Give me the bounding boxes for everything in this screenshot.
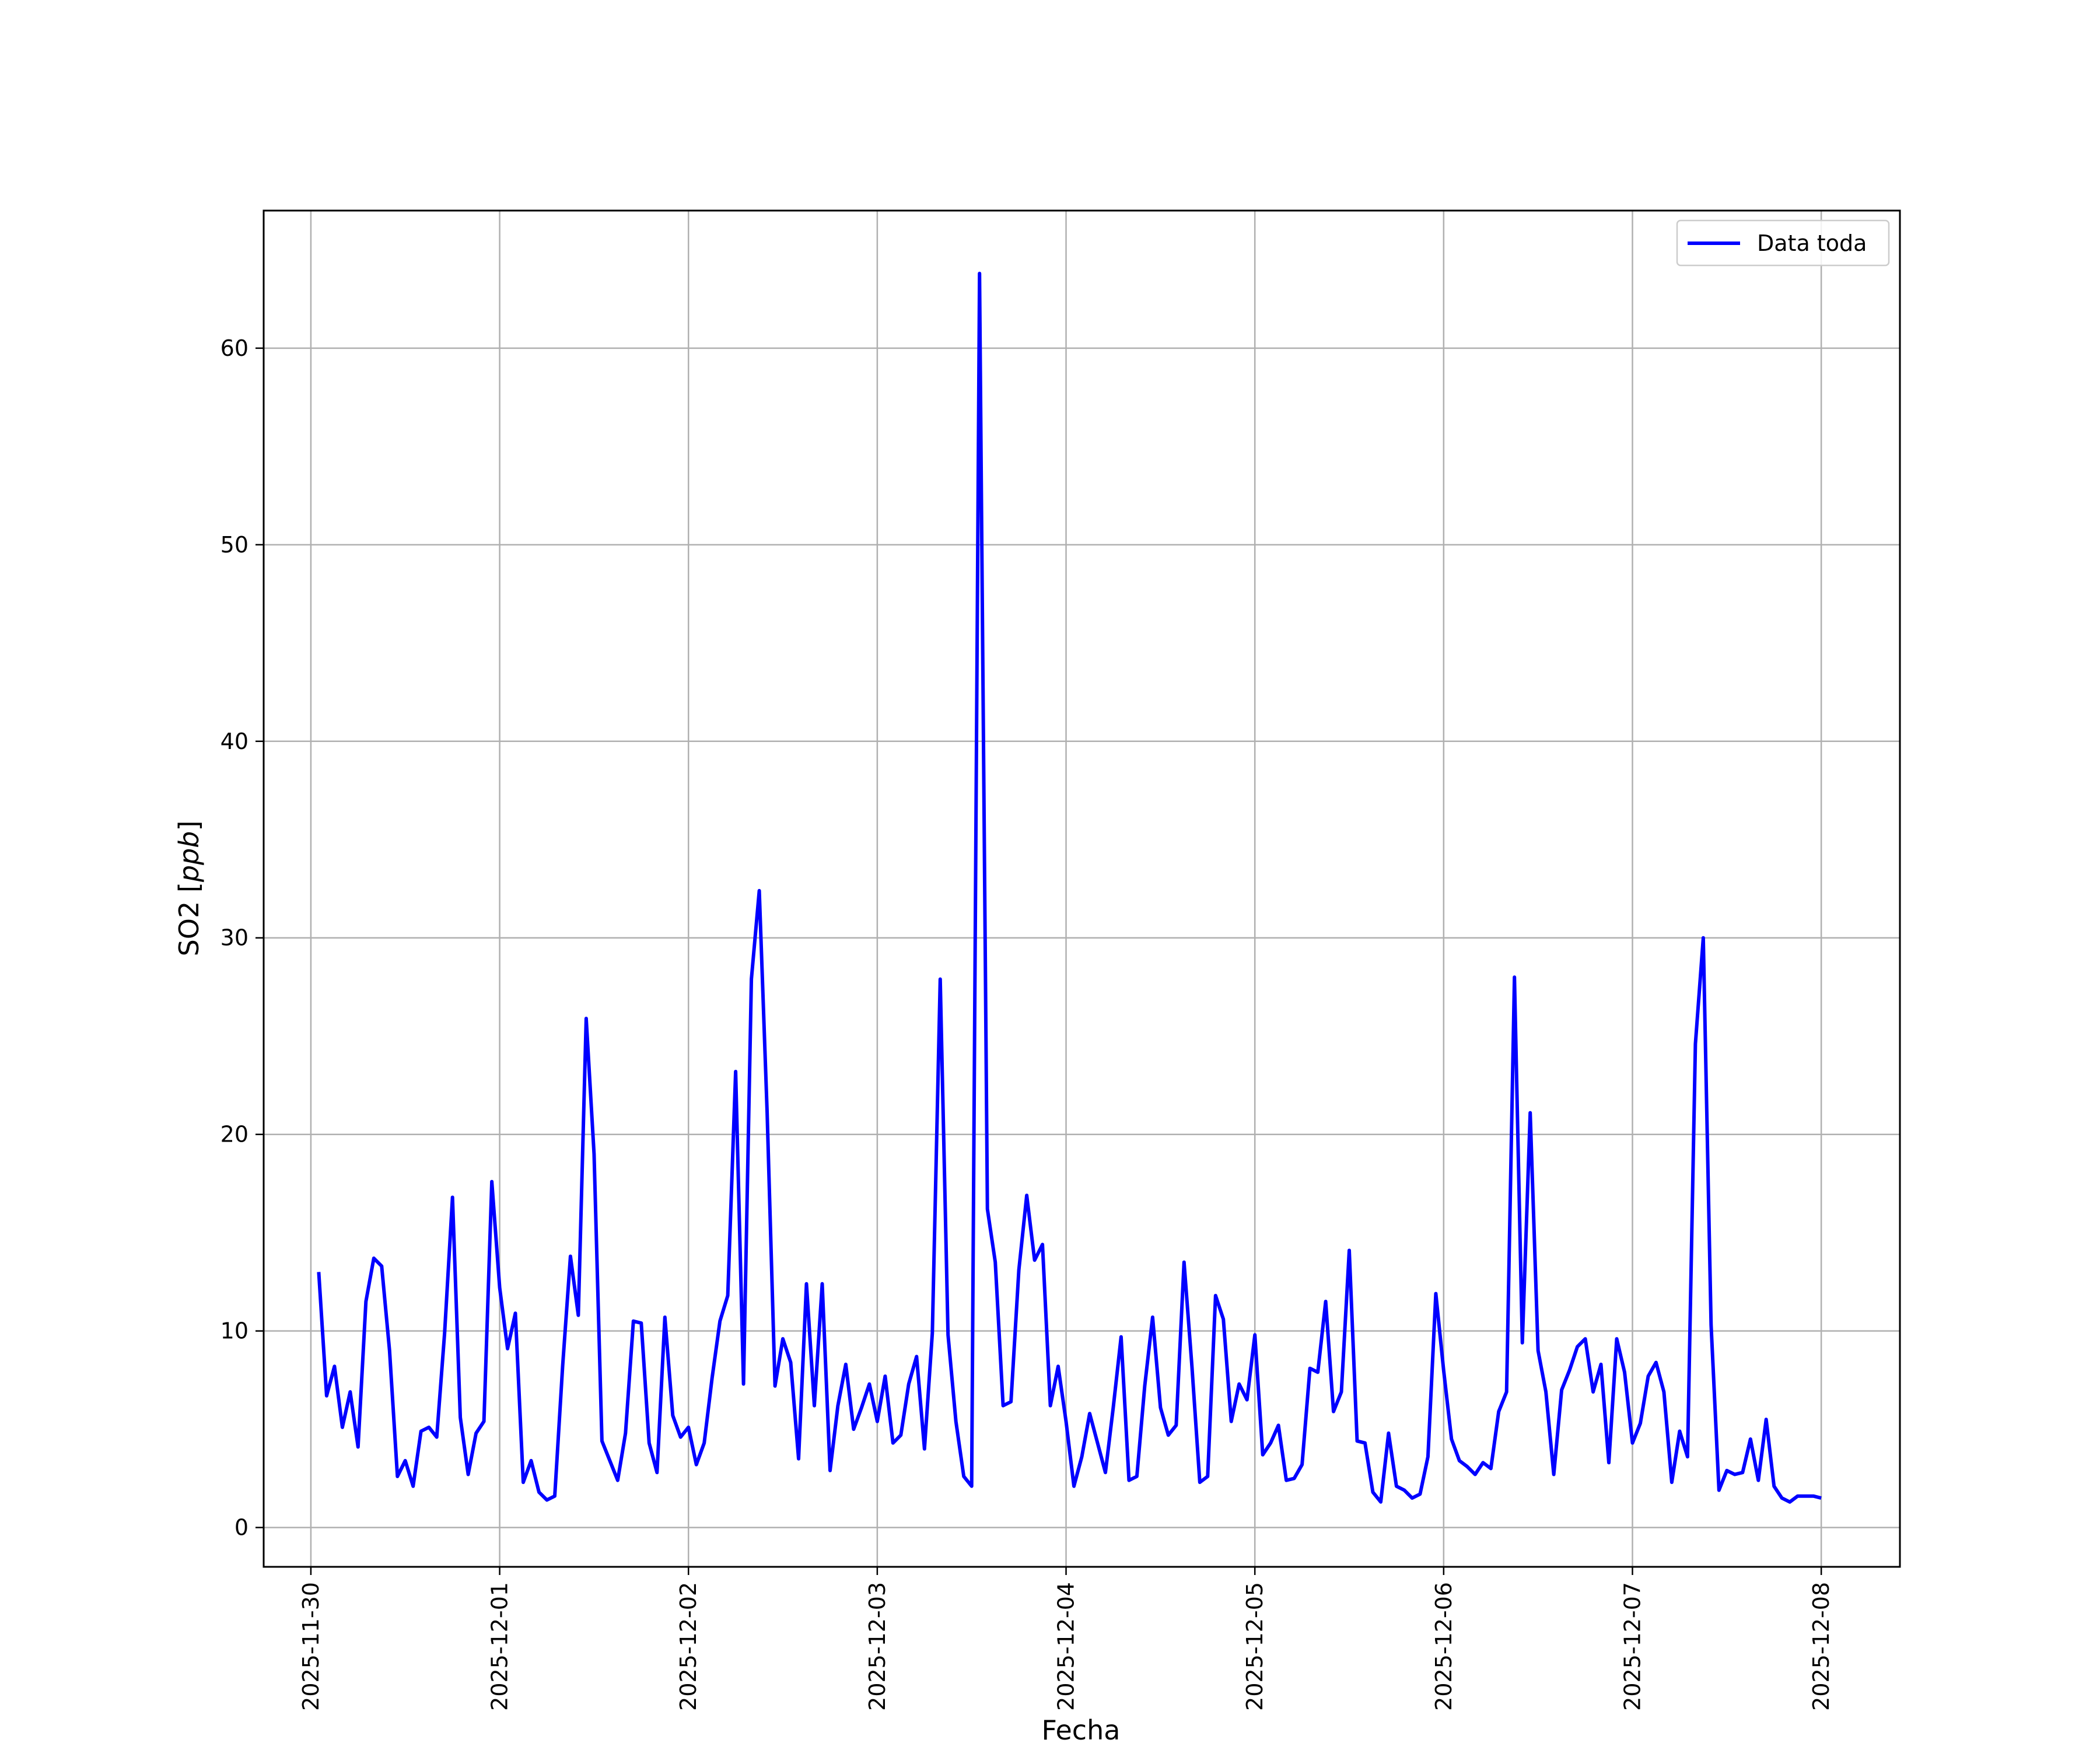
- x-tick-label: 2025-11-30: [298, 1582, 324, 1711]
- x-tick-label: 2025-12-02: [676, 1582, 701, 1711]
- axis-ticks: 2025-11-30 2025-12-01 2025-12-02 2025-12-03…: [220, 335, 1835, 1711]
- x-tick-label: 2025-12-05: [1242, 1582, 1268, 1711]
- y-axis-label-main: SO2 [: [173, 882, 205, 956]
- y-tick-label: 10: [220, 1318, 249, 1344]
- y-tick-label: 20: [220, 1122, 249, 1147]
- x-tick-label: 2025-12-08: [1808, 1582, 1834, 1711]
- y-axis-label: SO2 [ppb]: [173, 821, 205, 957]
- y-tick-label: 0: [235, 1515, 249, 1541]
- y-axis-label-close: ]: [173, 821, 205, 831]
- y-tick-label: 30: [220, 925, 249, 951]
- series-line-data-toda: [317, 271, 1822, 1504]
- y-tick-label: 40: [220, 729, 249, 754]
- x-tick-label: 2025-12-06: [1431, 1582, 1457, 1711]
- legend: Data toda: [1676, 219, 1890, 267]
- x-tick-label: 2025-12-07: [1619, 1582, 1645, 1711]
- plot-frame: [262, 209, 1901, 1568]
- y-axis-label-unit: ppb: [173, 831, 205, 883]
- legend-box: [1676, 219, 1890, 267]
- y-tick-label: 60: [220, 335, 249, 361]
- x-tick-label: 2025-12-01: [487, 1582, 513, 1711]
- x-tick-label: 2025-12-03: [864, 1582, 890, 1711]
- y-tick-label: 50: [220, 532, 249, 558]
- legend-label: Data toda: [1757, 230, 1867, 256]
- x-axis-label: Fecha: [1042, 1714, 1121, 1746]
- grid: [264, 211, 1900, 1567]
- x-tick-label: 2025-12-04: [1054, 1582, 1079, 1711]
